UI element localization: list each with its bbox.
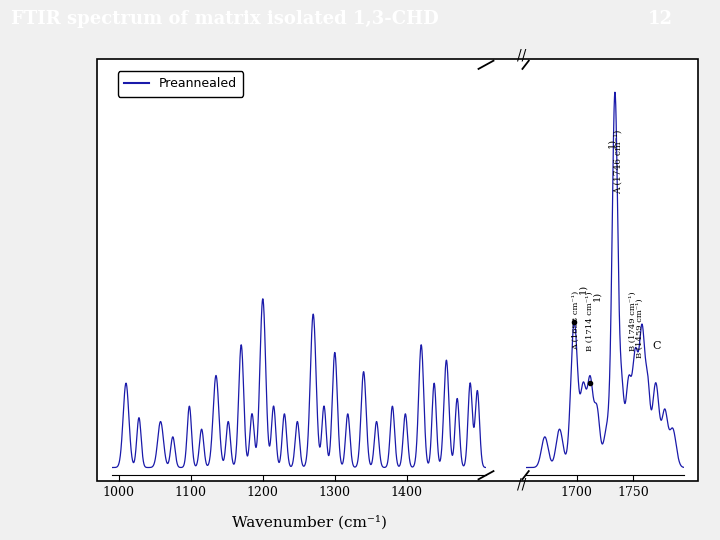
- Text: FTIR spectrum of matrix isolated 1,3-CHD: FTIR spectrum of matrix isolated 1,3-CHD: [11, 10, 438, 28]
- Text: 1): 1): [607, 138, 616, 148]
- Text: A (1698 cm⁻¹): A (1698 cm⁻¹): [572, 291, 580, 350]
- Text: Wavenumber (cm⁻¹): Wavenumber (cm⁻¹): [232, 515, 387, 529]
- Text: C: C: [652, 341, 661, 351]
- Text: 1): 1): [579, 284, 588, 294]
- Text: B (1714 cm⁻¹): B (1714 cm⁻¹): [586, 291, 594, 350]
- Text: A (1746 cm⁻¹): A (1746 cm⁻¹): [613, 130, 622, 194]
- Text: //: //: [518, 478, 526, 492]
- Text: B (1459 cm⁻¹): B (1459 cm⁻¹): [636, 299, 644, 359]
- Text: B (1749 cm⁻¹): B (1749 cm⁻¹): [629, 291, 637, 350]
- Legend: Preannealed: Preannealed: [118, 71, 243, 97]
- Text: 1): 1): [593, 291, 601, 301]
- Text: 12: 12: [648, 10, 673, 28]
- Text: //: //: [518, 48, 526, 62]
